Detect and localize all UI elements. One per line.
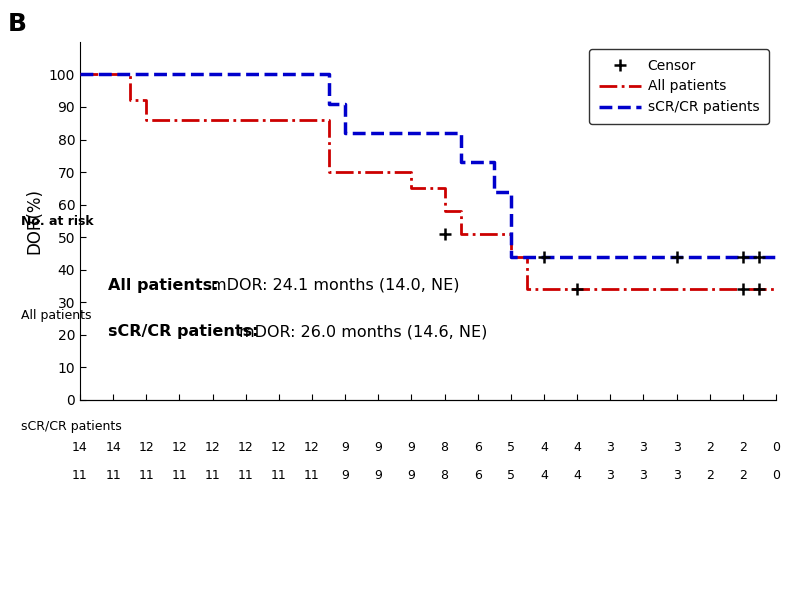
Text: 0: 0 <box>772 469 780 481</box>
Text: 4: 4 <box>574 441 581 454</box>
Text: 3: 3 <box>639 469 647 481</box>
Text: 2: 2 <box>706 441 714 454</box>
Text: 8: 8 <box>441 441 449 454</box>
Text: 3: 3 <box>639 441 647 454</box>
Text: sCR/CR patients: sCR/CR patients <box>21 420 122 432</box>
Text: 11: 11 <box>271 469 286 481</box>
Text: 11: 11 <box>304 469 320 481</box>
Text: 6: 6 <box>474 469 482 481</box>
Text: 4: 4 <box>540 469 548 481</box>
Text: 14: 14 <box>106 441 121 454</box>
Text: 9: 9 <box>374 441 382 454</box>
Text: 12: 12 <box>304 441 320 454</box>
Text: 3: 3 <box>673 469 681 481</box>
Text: 5: 5 <box>507 469 515 481</box>
Text: 9: 9 <box>342 469 349 481</box>
Text: 12: 12 <box>171 441 187 454</box>
Text: No. at risk: No. at risk <box>21 215 94 228</box>
Text: 12: 12 <box>238 441 254 454</box>
Text: 9: 9 <box>407 469 415 481</box>
Text: 8: 8 <box>441 469 449 481</box>
Text: All patients: All patients <box>21 309 91 322</box>
Text: 9: 9 <box>407 441 415 454</box>
Text: 11: 11 <box>238 469 254 481</box>
Text: 3: 3 <box>673 441 681 454</box>
Text: 11: 11 <box>138 469 154 481</box>
Text: 4: 4 <box>574 469 581 481</box>
Text: 12: 12 <box>271 441 286 454</box>
Text: 9: 9 <box>374 469 382 481</box>
Legend: Censor, All patients, sCR/CR patients: Censor, All patients, sCR/CR patients <box>590 49 769 124</box>
Text: 2: 2 <box>739 441 746 454</box>
Y-axis label: DOR(%): DOR(%) <box>26 188 43 254</box>
Text: 14: 14 <box>72 441 88 454</box>
Text: 6: 6 <box>474 441 482 454</box>
Text: All patients:: All patients: <box>108 277 218 292</box>
Text: 3: 3 <box>606 441 614 454</box>
Text: 11: 11 <box>106 469 121 481</box>
Text: 11: 11 <box>205 469 221 481</box>
Text: 9: 9 <box>342 441 349 454</box>
Text: sCR/CR patients:: sCR/CR patients: <box>108 324 258 339</box>
Text: mDOR: 26.0 months (14.6, NE): mDOR: 26.0 months (14.6, NE) <box>239 324 488 339</box>
Text: 2: 2 <box>706 469 714 481</box>
Text: B: B <box>8 12 27 36</box>
Text: 3: 3 <box>606 469 614 481</box>
Text: 11: 11 <box>72 469 88 481</box>
Text: 2: 2 <box>739 469 746 481</box>
Text: mDOR: 24.1 months (14.0, NE): mDOR: 24.1 months (14.0, NE) <box>211 277 459 292</box>
Text: 5: 5 <box>507 441 515 454</box>
Text: 11: 11 <box>171 469 187 481</box>
Text: 12: 12 <box>138 441 154 454</box>
Text: 12: 12 <box>205 441 221 454</box>
Text: 4: 4 <box>540 441 548 454</box>
Text: 0: 0 <box>772 441 780 454</box>
